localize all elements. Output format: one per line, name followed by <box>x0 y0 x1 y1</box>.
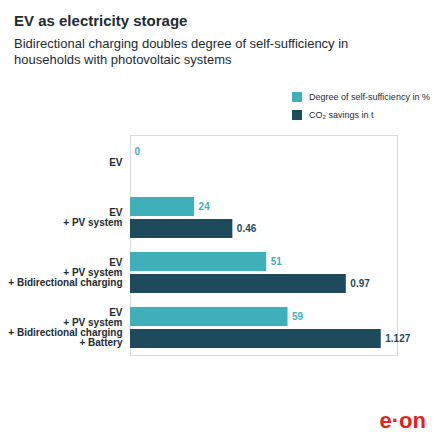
html-text:CO₂ savings in t: CO₂ savings in t <box>309 110 374 120</box>
html-text:Degree of self-sufficiency in: Degree of self-sufficiency in % <box>309 92 430 102</box>
svg-text:EV+ PV system+ Bidirectional c: EV+ PV system+ Bidirectional charging+ B… <box>8 307 123 348</box>
svg-text:EV+ PV system+ Bidirectional c: EV+ PV system+ Bidirectional charging <box>8 257 123 288</box>
html-text:Bidirectional charging doubles: Bidirectional charging doubles degree of… <box>14 36 349 67</box>
html-text:e·on: e·on <box>379 408 426 433</box>
svg-text:1.127: 1.127 <box>385 333 410 344</box>
svg-text:0.46: 0.46 <box>237 223 257 234</box>
svg-text:51: 51 <box>271 256 283 267</box>
svg-text:EV+ PV system: EV+ PV system <box>63 207 123 228</box>
html-text:EV as electricity storage: EV as electricity storage <box>14 12 188 29</box>
svg-text:0.97: 0.97 <box>350 278 370 289</box>
svg-text:24: 24 <box>199 201 211 212</box>
svg-text:0: 0 <box>135 146 141 157</box>
svg-text:59: 59 <box>292 311 304 322</box>
svg-text:EV: EV <box>109 157 123 168</box>
